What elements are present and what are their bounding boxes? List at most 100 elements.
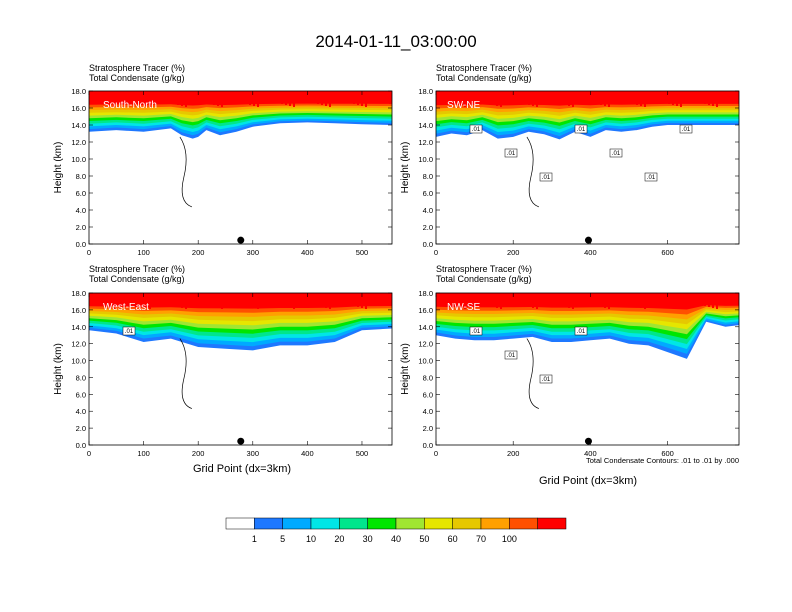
tracer-stripe bbox=[141, 91, 143, 105]
panel-plot-area: South-North bbox=[89, 91, 392, 244]
tracer-stripe bbox=[113, 293, 115, 309]
tracer-stripe bbox=[484, 293, 486, 305]
panel-1-label-tracer: Stratosphere Tracer (%) bbox=[89, 63, 186, 73]
tracer-stripe bbox=[468, 293, 470, 301]
tracer-stripe bbox=[141, 293, 143, 307]
tracer-stripe bbox=[297, 293, 299, 301]
tracer-stripe bbox=[724, 91, 726, 100]
x-tick-label: 200 bbox=[192, 248, 205, 257]
x-tick-label: 300 bbox=[247, 449, 260, 458]
contour-label-box bbox=[644, 172, 658, 182]
tracer-stripe bbox=[309, 91, 311, 102]
tracer-stripe bbox=[576, 91, 578, 99]
tracer-stripe bbox=[253, 91, 255, 106]
tracer-stripe bbox=[201, 91, 203, 102]
condensate-contour bbox=[179, 136, 193, 208]
tracer-stripe bbox=[648, 91, 650, 99]
panel-2-label-tracer: Stratosphere Tracer (%) bbox=[436, 63, 533, 73]
tracer-stripe bbox=[440, 293, 442, 303]
tracer-stripe bbox=[249, 293, 251, 307]
tracer-stripe bbox=[444, 293, 446, 304]
tracer-stripe bbox=[385, 293, 387, 305]
tracer-stripe bbox=[121, 293, 123, 302]
tracer-stripe bbox=[269, 293, 271, 303]
contour-label: .01 bbox=[125, 329, 134, 335]
tracer-stripe bbox=[169, 91, 171, 103]
tracer-stripe bbox=[436, 293, 438, 302]
y-tick-label: 0.0 bbox=[423, 441, 433, 450]
tracer-stripe bbox=[365, 91, 367, 107]
tracer-stripe bbox=[680, 293, 682, 309]
tracer-stripe bbox=[728, 91, 730, 101]
tracer-stripe bbox=[712, 91, 714, 106]
y-axis-label: Height (km) bbox=[53, 142, 64, 194]
tracer-stripe bbox=[732, 91, 734, 102]
panel-frame bbox=[435, 90, 740, 245]
tracer-stripe bbox=[532, 293, 534, 308]
condensate-contour bbox=[526, 136, 540, 208]
tracer-stripe bbox=[672, 293, 674, 307]
tracer-stripe bbox=[305, 293, 307, 303]
tracer-stripe bbox=[329, 293, 331, 309]
tracer-stripe bbox=[436, 91, 438, 100]
tracer-stripe bbox=[656, 91, 658, 101]
tracer-stripe bbox=[544, 91, 546, 100]
y-tick-label: 6.0 bbox=[76, 189, 86, 198]
x-tick-label: 400 bbox=[301, 248, 314, 257]
contour-label-box bbox=[504, 148, 518, 158]
panel-plot-area: SW-NE .01 .01 .01 .01 .01 .01 .01 bbox=[436, 91, 739, 244]
location-marker bbox=[237, 236, 245, 244]
y-tick-label: 2.0 bbox=[423, 424, 433, 433]
tracer-stripe bbox=[113, 91, 115, 107]
y-tick-label: 12.0 bbox=[71, 340, 86, 349]
colorbar-swatch bbox=[395, 517, 425, 530]
y-tick-label: 6.0 bbox=[423, 390, 433, 399]
tracer-stripe bbox=[596, 293, 598, 306]
y-tick-label: 0.0 bbox=[76, 240, 86, 249]
tracer-stripe bbox=[245, 91, 247, 104]
tracer-stripe bbox=[93, 91, 95, 102]
tracer-stripe bbox=[636, 91, 638, 105]
tracer-stripe bbox=[444, 91, 446, 102]
tracer-stripe bbox=[105, 293, 107, 307]
y-tick-label: 10.0 bbox=[71, 155, 86, 164]
tracer-stripe bbox=[620, 91, 622, 101]
tracer-stripe bbox=[668, 91, 670, 104]
tracer-stripe bbox=[608, 91, 610, 107]
y-tick-label: 18.0 bbox=[418, 87, 433, 96]
y-tick-label: 8.0 bbox=[76, 373, 86, 382]
tracer-stripe bbox=[676, 91, 678, 106]
tracer-stripe bbox=[552, 293, 554, 304]
y-tick-label: 18.0 bbox=[71, 289, 86, 298]
contour-label: .01 bbox=[647, 175, 656, 181]
tracer-stripe bbox=[257, 293, 259, 309]
tracer-stripe bbox=[137, 293, 139, 306]
tracer-stripe bbox=[472, 91, 474, 100]
tracer-stripe bbox=[556, 91, 558, 103]
tracer-stripe bbox=[676, 293, 678, 308]
tracer-stripe bbox=[580, 91, 582, 100]
contour-label: .01 bbox=[577, 329, 586, 335]
tracer-stripe bbox=[377, 293, 379, 303]
tracer-stripe bbox=[736, 293, 738, 305]
tracer-stripe bbox=[616, 91, 618, 100]
tracer-stripe bbox=[377, 91, 379, 101]
tracer-stripe bbox=[576, 293, 578, 301]
tracer-stripe bbox=[544, 293, 546, 302]
tracer-stripe bbox=[564, 293, 566, 307]
tracer-stripe bbox=[333, 91, 335, 99]
tracer-stripe bbox=[361, 293, 363, 308]
tracer-stripe bbox=[241, 293, 243, 305]
tracer-stripe bbox=[736, 91, 738, 103]
colorbar-swatch bbox=[225, 517, 255, 530]
tracer-stripe bbox=[209, 91, 211, 104]
tracer-stripe bbox=[105, 91, 107, 105]
tracer-stripe bbox=[201, 293, 203, 304]
location-marker bbox=[584, 236, 592, 244]
tracer-stripe bbox=[500, 91, 502, 107]
panel-3-label-condensate: Total Condensate (g/kg) bbox=[89, 274, 185, 284]
colorbar-swatch bbox=[282, 517, 312, 530]
panel-name-label: NW-SE bbox=[447, 302, 480, 313]
tracer-stripe bbox=[696, 91, 698, 102]
tracer-stripe bbox=[185, 293, 187, 309]
